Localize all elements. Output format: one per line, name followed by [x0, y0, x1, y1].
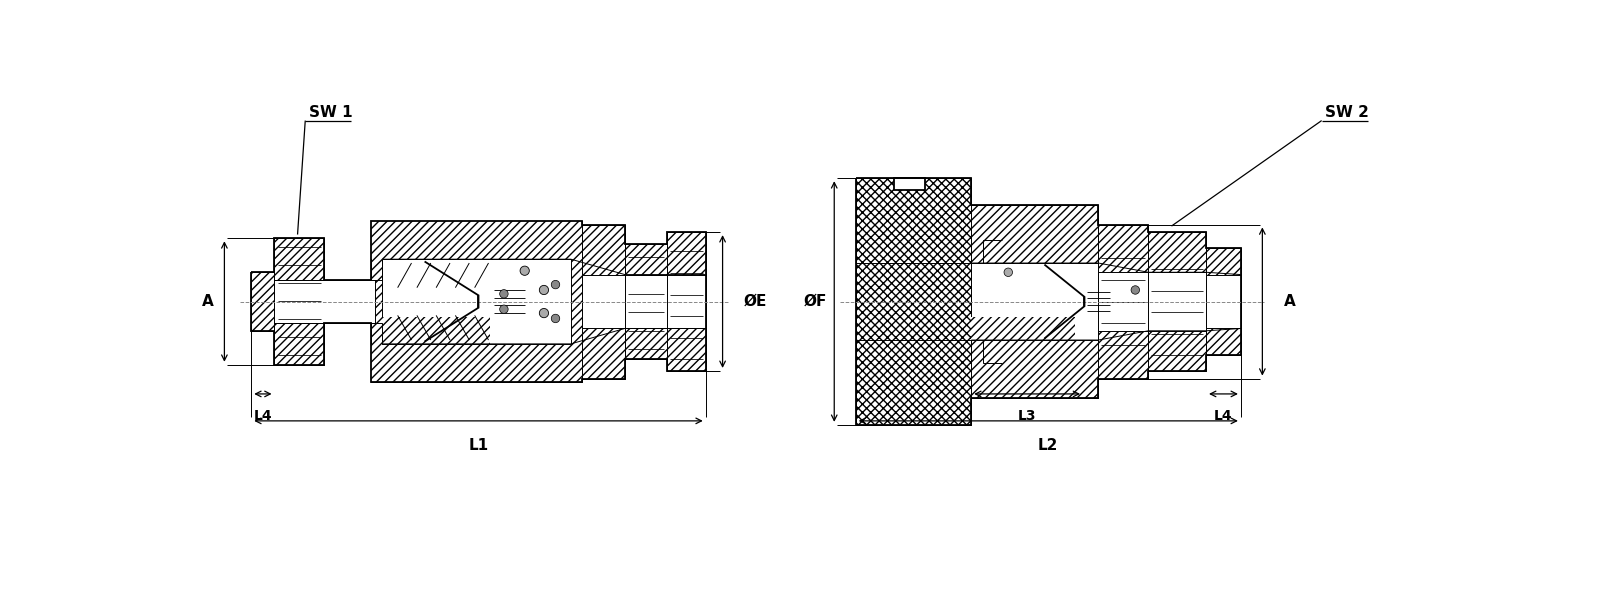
Polygon shape — [275, 239, 325, 365]
Polygon shape — [582, 274, 624, 328]
Polygon shape — [624, 274, 668, 328]
Polygon shape — [383, 317, 491, 344]
Polygon shape — [1207, 248, 1241, 356]
Text: L2: L2 — [1038, 438, 1059, 453]
Polygon shape — [1207, 274, 1241, 328]
Polygon shape — [251, 273, 275, 331]
Circle shape — [500, 305, 508, 313]
Polygon shape — [972, 317, 1075, 340]
Text: A: A — [1284, 294, 1295, 309]
Polygon shape — [582, 225, 624, 379]
Polygon shape — [856, 178, 972, 425]
Circle shape — [500, 290, 508, 298]
Circle shape — [520, 266, 529, 276]
Polygon shape — [972, 263, 1099, 340]
Circle shape — [552, 280, 560, 289]
Polygon shape — [668, 232, 706, 371]
Text: A: A — [201, 294, 214, 309]
Circle shape — [539, 308, 549, 317]
Text: SW 2: SW 2 — [1326, 106, 1369, 120]
Polygon shape — [383, 259, 571, 344]
Polygon shape — [1149, 273, 1207, 331]
Polygon shape — [624, 244, 668, 359]
Polygon shape — [668, 274, 706, 328]
Text: ØF: ØF — [803, 294, 827, 309]
Text: L4: L4 — [254, 409, 272, 423]
Text: ØE: ØE — [743, 294, 766, 309]
Polygon shape — [370, 344, 582, 382]
Text: SW 1: SW 1 — [309, 106, 352, 120]
Polygon shape — [1149, 232, 1207, 371]
Circle shape — [552, 314, 560, 323]
Polygon shape — [1099, 225, 1149, 379]
Circle shape — [1131, 286, 1139, 294]
Polygon shape — [370, 221, 582, 382]
Polygon shape — [1099, 273, 1149, 331]
Circle shape — [1004, 268, 1012, 277]
Polygon shape — [275, 280, 375, 323]
Polygon shape — [895, 178, 925, 190]
Text: L3: L3 — [1018, 409, 1036, 423]
Text: L4: L4 — [1215, 409, 1232, 423]
Text: L1: L1 — [468, 438, 489, 453]
Polygon shape — [972, 205, 1099, 398]
Polygon shape — [370, 221, 582, 259]
Circle shape — [539, 285, 549, 294]
